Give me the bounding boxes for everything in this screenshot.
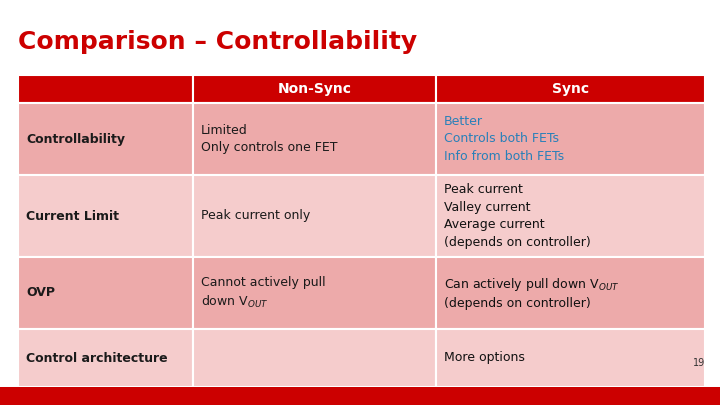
Text: OVP: OVP — [26, 286, 55, 300]
Text: Peak current only: Peak current only — [201, 209, 310, 222]
Bar — [193, 103, 436, 175]
Bar — [0, 387, 720, 405]
Text: Cannot actively pull
down V$_{OUT}$: Cannot actively pull down V$_{OUT}$ — [201, 276, 325, 310]
Bar — [193, 329, 436, 387]
Text: Peak current
Valley current
Average current
(depends on controller): Peak current Valley current Average curr… — [444, 183, 590, 249]
Bar — [18, 257, 193, 329]
Bar — [436, 257, 705, 329]
Bar — [436, 75, 705, 103]
Text: Controllability: Controllability — [26, 132, 125, 145]
Bar — [18, 103, 193, 175]
Bar — [18, 75, 193, 103]
Text: Current Limit: Current Limit — [26, 209, 119, 222]
Bar — [436, 175, 705, 257]
Bar — [18, 329, 193, 387]
Bar — [436, 329, 705, 387]
Text: More options: More options — [444, 352, 525, 365]
Bar — [18, 175, 193, 257]
Text: Non-Sync: Non-Sync — [277, 82, 351, 96]
Text: Sync: Sync — [552, 82, 589, 96]
Text: Can actively pull down V$_{OUT}$
(depends on controller): Can actively pull down V$_{OUT}$ (depend… — [444, 276, 619, 310]
Text: TEXAS INSTRUMENTS: TEXAS INSTRUMENTS — [622, 390, 720, 399]
Text: Better
Controls both FETs
Info from both FETs: Better Controls both FETs Info from both… — [444, 115, 564, 163]
Text: Limited
Only controls one FET: Limited Only controls one FET — [201, 124, 338, 154]
Text: Comparison – Controllability: Comparison – Controllability — [18, 30, 417, 54]
Text: Control architecture: Control architecture — [26, 352, 168, 365]
Bar — [600, 388, 618, 402]
Text: 19: 19 — [693, 358, 705, 368]
Bar — [436, 103, 705, 175]
Bar — [193, 175, 436, 257]
Bar — [193, 75, 436, 103]
Bar — [193, 257, 436, 329]
